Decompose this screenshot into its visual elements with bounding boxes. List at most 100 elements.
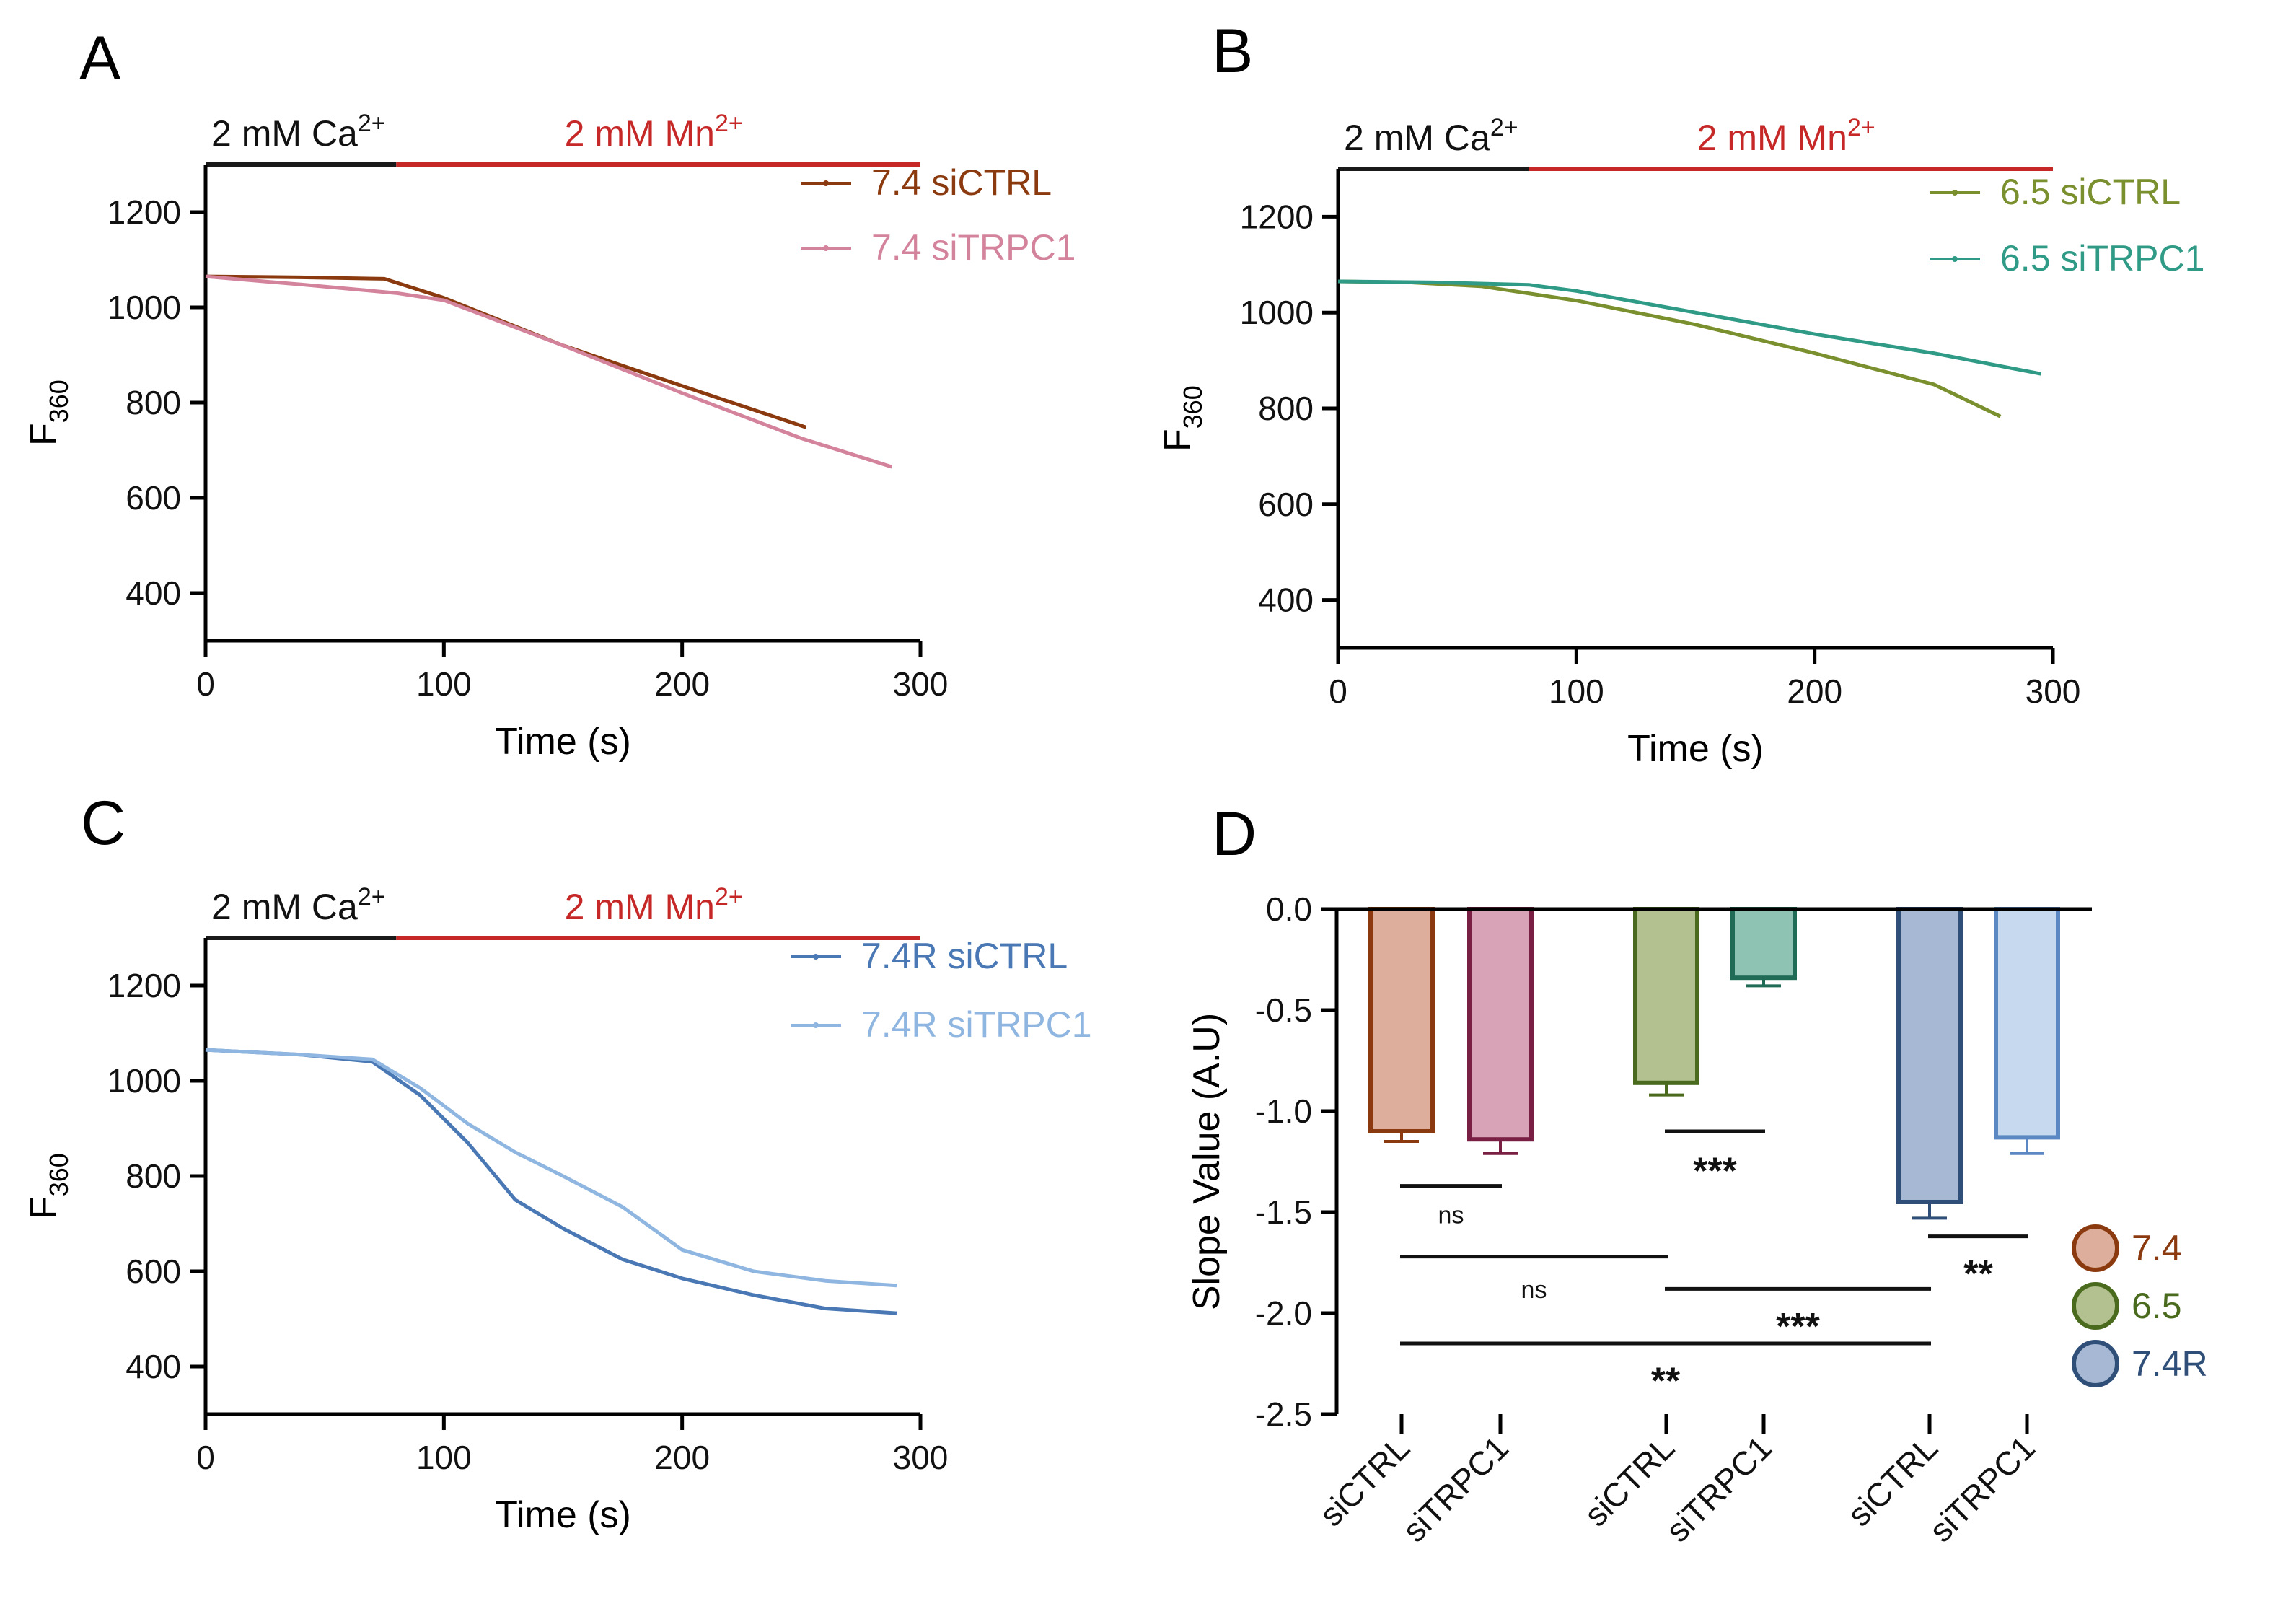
ca-treatment-label: 2 mM Ca2+	[211, 110, 386, 154]
x-axis-label: Time (s)	[1627, 728, 1764, 770]
x-tick-label: 200	[654, 665, 710, 703]
legend-swatch-3	[2072, 1340, 2119, 1387]
legend-marker-1	[1952, 190, 1958, 196]
y-tick-label: -1.5	[1255, 1193, 1312, 1231]
mn-label-superscript: 2+	[715, 883, 743, 911]
x-tick-label: 100	[416, 665, 472, 703]
y-tick-label: 400	[1258, 582, 1314, 619]
ca-treatment-label: 2 mM Ca2+	[211, 883, 386, 927]
panel-letter: C	[81, 789, 126, 858]
legend-label-1: 6.5 siCTRL	[2000, 172, 2181, 212]
x-tick-label: 300	[893, 665, 949, 703]
significance-label-4: ns	[1521, 1276, 1547, 1304]
legend-marker-1	[823, 180, 829, 186]
y-tick-label: 1200	[107, 967, 181, 1004]
y-tick-label: 800	[126, 1157, 181, 1195]
significance-label-1: ns	[1438, 1202, 1464, 1229]
y-tick-label: 600	[126, 479, 181, 517]
y-tick-label: 400	[126, 1348, 181, 1385]
x-tick-label: 0	[196, 665, 215, 703]
mn-label-superscript: 2+	[1847, 114, 1875, 141]
y-axis-label: Slope Value (A.U)	[1186, 1013, 1228, 1310]
series-line-2	[1337, 279, 2041, 376]
y-axis-label-subscript: 360	[44, 1153, 74, 1196]
legend-label-1: 7.4 siCTRL	[871, 162, 1052, 203]
ca-label-superscript: 2+	[1490, 114, 1518, 141]
mn-label-text: 2 mM Mn	[1697, 118, 1847, 158]
x-tick-label: 200	[1787, 672, 1842, 710]
x-axis-label: Time (s)	[495, 1494, 631, 1536]
y-tick-label: 1000	[1240, 294, 1314, 331]
x-tick-label: 0	[1329, 672, 1347, 710]
ca-label-text: 2 mM Ca	[1344, 118, 1490, 158]
mn-label-text: 2 mM Mn	[565, 887, 715, 927]
legend-marker-2	[823, 245, 829, 251]
x-tick-label: 100	[1549, 672, 1604, 710]
y-tick-label: -1.0	[1255, 1092, 1312, 1130]
y-axis-label-main: F	[23, 1196, 65, 1219]
x-tick-label: 300	[893, 1439, 949, 1476]
y-tick-label: -0.5	[1255, 991, 1312, 1029]
bar-5	[1896, 907, 1963, 1204]
legend-label-1: 7.4	[2132, 1228, 2182, 1268]
legend-swatch-1	[2072, 1224, 2119, 1272]
x-tick-label-4: siTRPC1	[1658, 1429, 1779, 1549]
bar-4	[1730, 907, 1797, 981]
x-tick-label: 200	[654, 1439, 710, 1476]
x-tick-label: 0	[196, 1439, 215, 1476]
mn-treatment-label: 2 mM Mn2+	[1697, 114, 1875, 158]
legend-marker-1	[813, 954, 819, 960]
panel-letter: B	[1212, 17, 1253, 86]
mn-treatment-label: 2 mM Mn2+	[565, 883, 743, 927]
y-tick-label: 0.0	[1266, 890, 1312, 928]
series-line-2	[205, 274, 893, 469]
significance-label-2: ***	[1693, 1150, 1737, 1192]
series-line-2	[205, 1048, 897, 1288]
significance-label-6: **	[1651, 1361, 1681, 1403]
series-line-1	[205, 274, 807, 429]
panel-d: D0.0 -0.5 -1.0 -1.5 -2.0 -2.5 Slope Value (A.U…	[1186, 799, 2208, 1549]
mn-treatment-label: 2 mM Mn2+	[565, 110, 743, 154]
ca-treatment-label: 2 mM Ca2+	[1344, 114, 1518, 158]
bar-3	[1633, 907, 1699, 1085]
legend-label-2: 6.5	[2132, 1286, 2182, 1326]
y-axis-label: F360	[23, 380, 74, 446]
y-tick-label: 1200	[1240, 198, 1314, 235]
y-axis-label-main: F	[23, 423, 65, 446]
y-tick-label: 1000	[107, 1062, 181, 1100]
x-tick-label: 300	[2026, 672, 2081, 710]
ca-label-superscript: 2+	[358, 110, 386, 137]
legend-label-1: 7.4R siCTRL	[861, 936, 1068, 976]
y-tick-label: 600	[1258, 486, 1314, 523]
mn-label-text: 2 mM Mn	[565, 113, 715, 154]
x-axis-label: Time (s)	[495, 721, 631, 763]
bar-1	[1368, 907, 1435, 1133]
x-tick-label: 100	[416, 1439, 472, 1476]
ca-label-text: 2 mM Ca	[211, 887, 358, 927]
legend-label-2: 7.4R siTRPC1	[861, 1004, 1092, 1045]
y-tick-label: 800	[126, 384, 181, 421]
bar-2	[1467, 907, 1534, 1142]
y-tick-label: 1000	[107, 289, 181, 326]
legend-marker-2	[813, 1022, 819, 1028]
legend-label-2: 6.5 siTRPC1	[2000, 238, 2204, 278]
y-axis-label-main: F	[1157, 429, 1199, 452]
series-line-1	[205, 1048, 897, 1315]
legend-label-3: 7.4R	[2132, 1343, 2208, 1384]
x-tick-label-2: siTRPC1	[1395, 1429, 1516, 1549]
y-axis-label: F360	[23, 1153, 74, 1219]
panel-letter: D	[1212, 799, 1257, 869]
panel-letter: A	[79, 24, 121, 93]
y-tick-label: 400	[126, 574, 181, 612]
y-axis-label-subscript: 360	[44, 380, 74, 423]
y-axis-label-subscript: 360	[1178, 385, 1208, 429]
bar-6	[1994, 907, 2060, 1140]
y-tick-label: 800	[1258, 390, 1314, 427]
ca-label-text: 2 mM Ca	[211, 113, 358, 154]
legend-label-2: 7.4 siTRPC1	[871, 227, 1076, 268]
legend-swatch-2	[2072, 1282, 2119, 1330]
